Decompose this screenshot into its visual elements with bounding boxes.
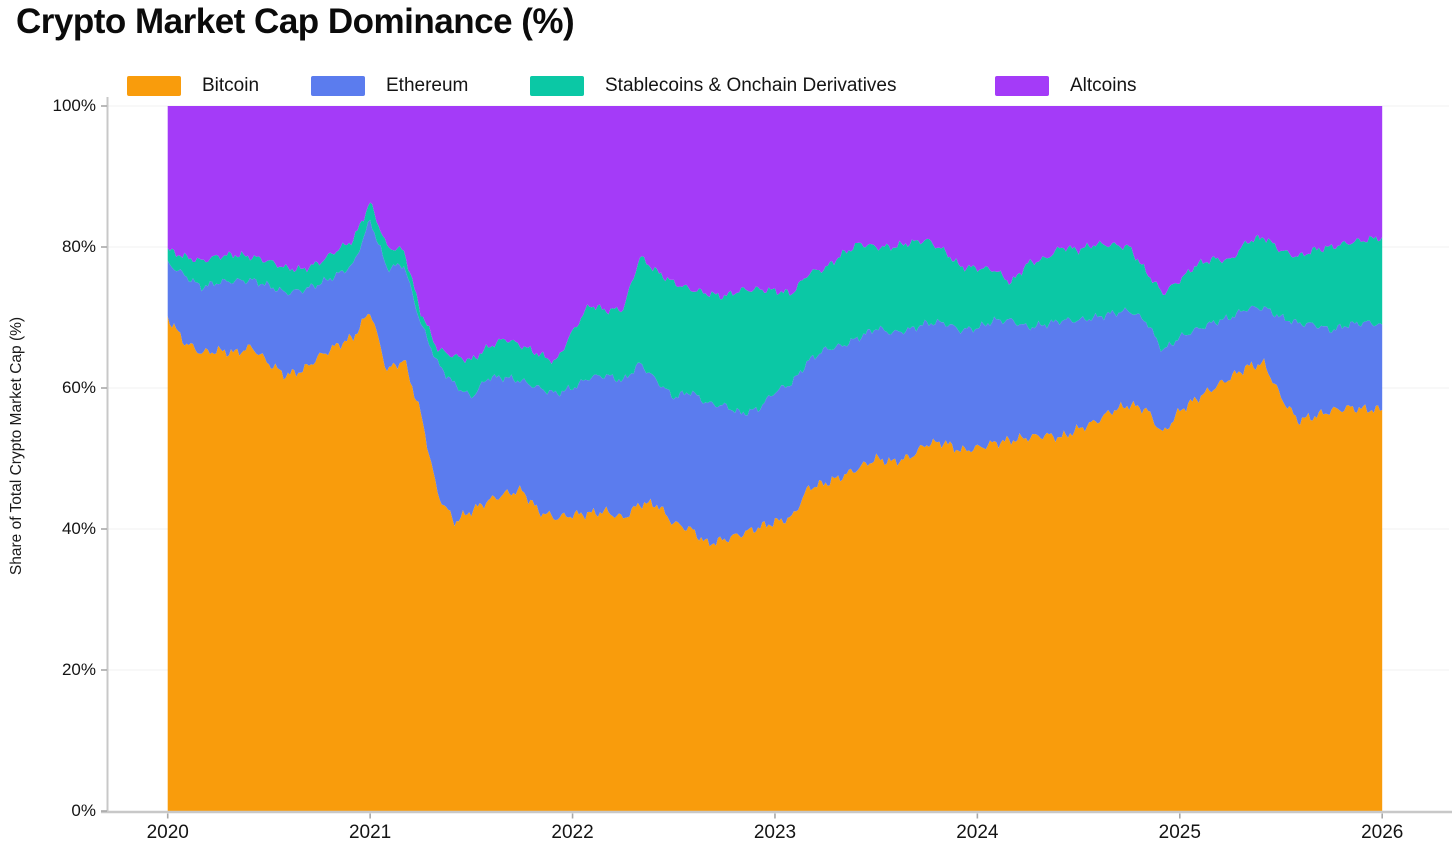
legend-item-altcoins: Altcoins bbox=[995, 74, 1137, 98]
legend-label: Bitcoin bbox=[202, 75, 260, 96]
legend-item-ethereum: Ethereum bbox=[311, 74, 468, 98]
area-ethereum bbox=[167, 219, 1383, 547]
legend-swatch bbox=[127, 76, 181, 96]
x-tick-label: 2025 bbox=[1158, 822, 1201, 843]
y-tick-label: 40% bbox=[61, 519, 96, 538]
x-tick-label: 2024 bbox=[956, 822, 999, 843]
y-tick-label: 0% bbox=[71, 801, 96, 820]
legend-item-stablecoins-onchain-derivatives: Stablecoins & Onchain Derivatives bbox=[530, 74, 896, 98]
chart-title: Crypto Market Cap Dominance (%) bbox=[16, 2, 575, 41]
area-stablecoins-onchain-derivatives bbox=[167, 202, 1383, 416]
x-tick-label: 2021 bbox=[348, 822, 392, 843]
x-tick-label: 2020 bbox=[146, 822, 189, 843]
area-bitcoin bbox=[167, 313, 1383, 811]
y-axis-title: Share of Total Crypto Market Cap (%) bbox=[8, 316, 25, 576]
x-tick-label: 2026 bbox=[1361, 822, 1404, 843]
y-tick-label: 20% bbox=[61, 660, 96, 679]
area-altcoins bbox=[167, 106, 1383, 364]
legend-swatch bbox=[995, 76, 1049, 96]
x-tick-label: 2023 bbox=[753, 822, 797, 843]
legend-swatch bbox=[311, 76, 365, 96]
y-tick-label: 80% bbox=[61, 237, 96, 256]
legend-swatch bbox=[530, 76, 584, 96]
legend-label: Ethereum bbox=[386, 75, 469, 96]
legend-label: Altcoins bbox=[1070, 75, 1137, 96]
legend-item-bitcoin: Bitcoin bbox=[127, 74, 259, 98]
axes bbox=[101, 97, 1452, 819]
y-tick-label: 60% bbox=[61, 378, 96, 397]
legend-label: Stablecoins & Onchain Derivatives bbox=[605, 75, 897, 96]
x-tick-label: 2022 bbox=[551, 822, 594, 843]
y-tick-label: 100% bbox=[52, 96, 96, 115]
